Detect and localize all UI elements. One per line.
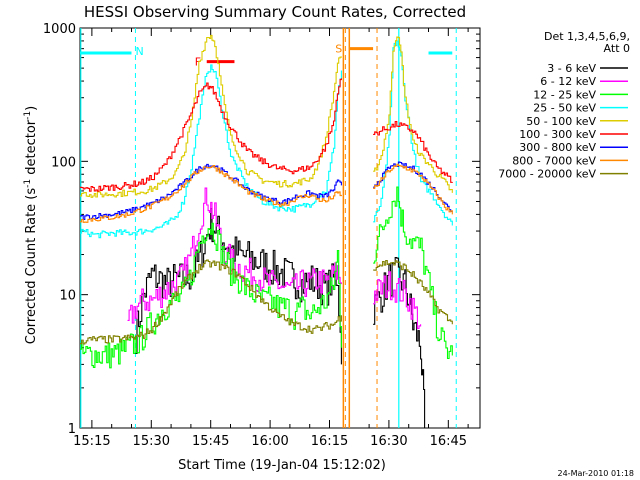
series-line [373,260,453,325]
series-line [80,78,342,192]
annotations: N S F [80,28,457,428]
series-line [373,186,453,360]
legend-header-2: Att 0 [604,42,630,55]
legend-label: 7000 - 20000 keV [498,168,596,181]
y-axis-ticks: 1 10 100 1000 [43,22,480,437]
y-tick-label: 1000 [43,22,76,37]
x-tick-label: 15:30 [133,434,170,449]
x-tick-label: 15:15 [73,434,110,449]
plot-border [79,27,481,429]
series-line [80,164,342,223]
x-axis-ticks: 15:15 15:30 15:45 16:00 16:15 16:30 16:45 [73,28,469,449]
legend-label: 3 - 6 keV [547,62,596,75]
legend-label: 12 - 25 keV [533,88,596,101]
legend-label: 300 - 800 keV [519,141,596,154]
series-line [80,64,342,239]
x-tick-label: 15:45 [192,434,229,449]
y-tick-label: 100 [51,155,76,170]
legend-label: 50 - 100 keV [526,115,596,128]
legend-label: 25 - 50 keV [533,102,596,115]
series-line [80,34,342,198]
chart-title: HESSI Observing Summary Count Rates, Cor… [84,3,466,21]
x-tick-label: 16:30 [370,434,407,449]
legend-label: 800 - 7000 keV [512,154,596,167]
legend-label: 100 - 300 keV [519,128,596,141]
y-axis-label-end: ) [24,106,39,111]
y-tick-label: 1 [68,422,76,437]
series-line [373,257,426,428]
legend-header-1: Det 1,3,4,5,6,9, [544,30,630,43]
x-axis-label: Start Time (19-Jan-04 15:12:02) [178,458,386,473]
x-tick-label: 16:45 [430,434,467,449]
timestamp: 24-Mar-2010 01:18 [558,469,635,478]
series-line [127,187,342,324]
y-axis-label: Corrected Count Rate (s-1 detector-1) [23,106,39,344]
y-axis-label-sup2: -1 [23,111,33,120]
series-line [373,40,453,226]
saa-label: S [335,43,342,56]
series-line [373,163,453,215]
series-line [373,121,453,183]
series-line [373,271,422,330]
flare-label: F [195,56,201,69]
y-axis-label-mid: detector [24,119,39,179]
data-series [80,34,453,428]
legend-label: 6 - 12 keV [540,75,596,88]
y-axis-label-main: Corrected Count Rate (s [24,188,39,345]
night-label: N [135,45,143,58]
series-line [80,222,342,369]
plot-frame [79,27,481,429]
x-tick-label: 16:15 [311,434,348,449]
y-tick-label: 10 [59,289,76,304]
series-line [373,36,453,193]
x-tick-label: 16:00 [251,434,288,449]
y-axis-label-sup1: -1 [23,179,33,188]
series-line [80,259,342,345]
